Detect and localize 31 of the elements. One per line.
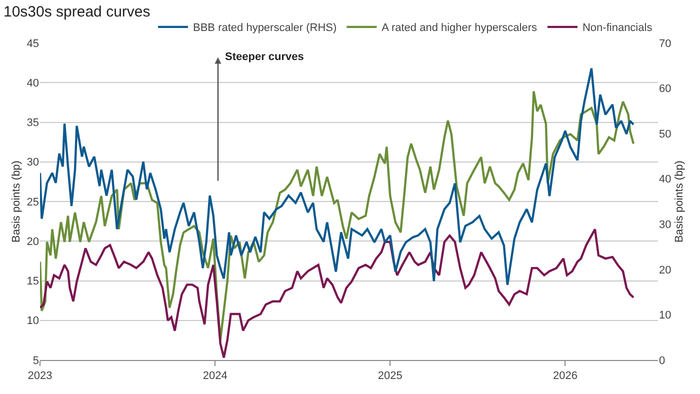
legend-label: A rated and higher hyperscalers [382, 22, 538, 34]
y-tick-label: 25 [26, 196, 39, 208]
x-tick-label: 2024 [202, 370, 228, 382]
y-tick-label: 30 [26, 156, 39, 169]
y2-axis-title: Basis points (bp) [673, 160, 686, 242]
y-tick-label: 15 [26, 276, 39, 288]
x-tick-label: 2025 [378, 370, 402, 382]
legend-label: Non-financials [582, 22, 653, 34]
y-tick-label: 20 [26, 236, 39, 248]
y-tick-label: 45 [26, 38, 39, 50]
y2-tick-label: 50 [659, 128, 672, 140]
x-tick-label: 2023 [28, 370, 52, 382]
line-series [40, 90, 635, 342]
y2-tick-label: 30 [659, 218, 672, 231]
annotation: Steeper curves [225, 51, 304, 63]
y2-tick-label: 20 [659, 264, 672, 276]
y2-tick-label: 10 [659, 310, 672, 322]
line-series [40, 67, 635, 286]
y2-tick-label: 0 [659, 354, 666, 367]
legend-label: BBB rated hyperscaler (RHS) [193, 22, 337, 34]
y-tick-label: 5 [32, 354, 39, 367]
y-axis-title: Basis points (bp) [10, 160, 22, 242]
y2-tick-label: 40 [659, 174, 672, 186]
chart-title: 10s30s spread curves [4, 3, 150, 20]
y2-tick-label: 60 [659, 83, 672, 96]
line-series [40, 228, 635, 359]
x-tick-label: 2026 [552, 370, 578, 382]
y-tick-label: 40 [26, 77, 39, 90]
y-tick-label: 10 [26, 315, 39, 328]
y2-tick-label: 70 [659, 38, 672, 50]
y-tick-label: 35 [26, 117, 39, 130]
